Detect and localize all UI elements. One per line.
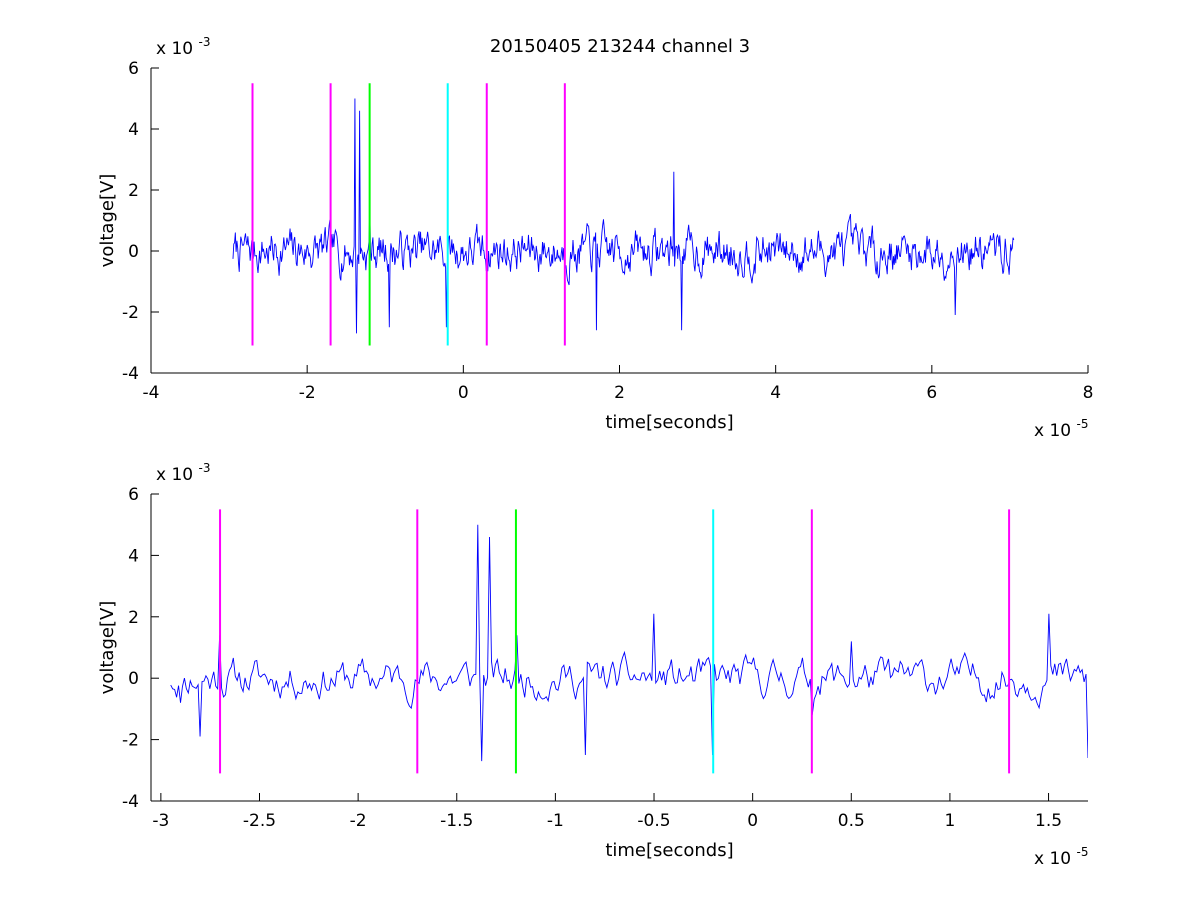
y-tick-label: 6 <box>128 59 139 79</box>
y-tick-label: 2 <box>128 608 139 628</box>
y-tick-label: 6 <box>128 485 139 505</box>
x-tick-label: -4 <box>143 383 160 403</box>
y-tick-label: 4 <box>128 120 139 140</box>
x-tick-label: 1 <box>945 811 956 831</box>
x-axis-label: time[seconds] <box>605 412 733 433</box>
x-exponent-base: x 10 <box>1034 421 1077 441</box>
figure-title: 20150405 213244 channel 3 <box>490 36 750 57</box>
y-tick-label: -4 <box>122 364 139 384</box>
x-tick-label: 0 <box>458 383 469 403</box>
x-tick-label: -0.5 <box>637 811 670 831</box>
y-exponent-label: x 10 -3 <box>156 35 210 59</box>
x-tick-label: -1.5 <box>440 811 473 831</box>
x-tick-label: 1.5 <box>1035 811 1062 831</box>
x-tick-label: -2.5 <box>243 811 276 831</box>
x-tick-label: 8 <box>1083 383 1094 403</box>
y-tick-label: -2 <box>122 731 139 751</box>
x-exponent-base: x 10 <box>1034 849 1077 869</box>
y-exponent-base: x 10 <box>156 465 199 485</box>
x-tick-label: 4 <box>770 383 781 403</box>
y-tick-label: 0 <box>128 669 139 689</box>
x-tick-label: 0.5 <box>838 811 865 831</box>
y-exponent-base: x 10 <box>156 39 199 59</box>
y-tick-label: -2 <box>122 303 139 323</box>
plot-bottom: -3 -2.5 -2 -1.5 -1 -0.5 0 0.5 1 1.5 -4 -2 0 2 4 6 time[s… <box>97 461 1088 869</box>
y-exponent-power: -3 <box>199 461 211 475</box>
x-tick-label: -2 <box>299 383 316 403</box>
voltage-trace-line <box>232 98 1015 334</box>
x-exponent-label: x 10 -5 <box>1034 417 1088 441</box>
y-exponent-power: -3 <box>199 35 211 49</box>
x-exponent-power: -5 <box>1077 845 1089 859</box>
x-exponent-label: x 10 -5 <box>1034 845 1088 869</box>
x-tick-label: 6 <box>926 383 937 403</box>
x-tick-label: -1 <box>547 811 564 831</box>
x-tick-label: -3 <box>152 811 169 831</box>
x-exponent-power: -5 <box>1077 417 1089 431</box>
voltage-trace-line <box>170 524 1088 762</box>
y-axis-label: voltage[V] <box>97 174 118 268</box>
x-tick-label: -2 <box>350 811 367 831</box>
y-tick-label: -4 <box>122 792 139 812</box>
y-tick-label: 4 <box>128 546 139 566</box>
y-exponent-label: x 10 -3 <box>156 461 210 485</box>
x-tick-label: 0 <box>747 811 758 831</box>
x-axis-label: time[seconds] <box>605 840 733 861</box>
plot-top: -4 -2 0 2 4 6 8 -4 -2 0 2 4 6 time[seconds] voltage[V]… <box>97 35 1093 441</box>
y-axis-label: voltage[V] <box>97 601 118 695</box>
y-tick-label: 2 <box>128 181 139 201</box>
y-tick-label: 0 <box>128 242 139 262</box>
x-tick-label: 2 <box>614 383 625 403</box>
